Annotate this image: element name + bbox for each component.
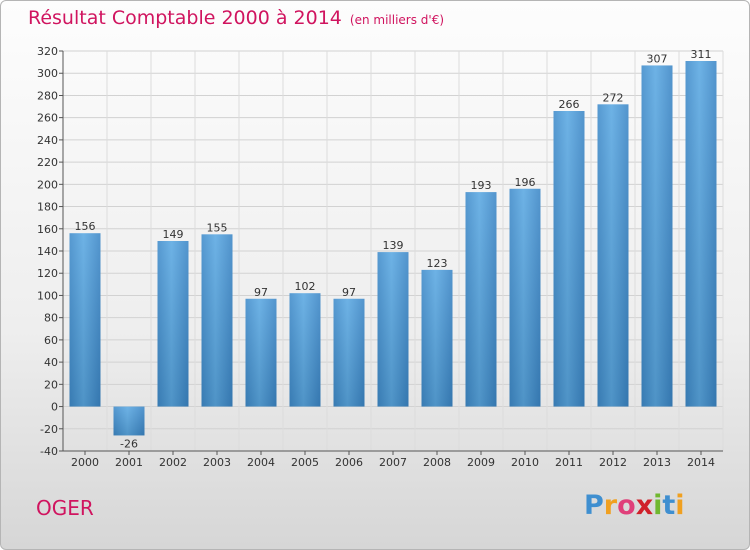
chart-title-text: Résultat Comptable 2000 à 2014: [28, 7, 342, 29]
bar-shade: [685, 61, 717, 407]
x-tick-label: 2006: [335, 456, 363, 469]
logo-letter: t: [662, 490, 676, 521]
data-label: 139: [383, 239, 404, 252]
x-tick-label: 2011: [555, 456, 583, 469]
y-tick-label: -40: [40, 445, 58, 458]
y-tick-label: 40: [44, 356, 58, 369]
y-tick-label: 60: [44, 334, 58, 347]
logo-letter: o: [617, 490, 636, 521]
bar-shade: [553, 111, 585, 407]
x-tick-label: 2009: [467, 456, 495, 469]
y-tick-label: 240: [37, 134, 58, 147]
y-tick-label: 300: [37, 67, 58, 80]
x-tick-label: 2012: [599, 456, 627, 469]
bar-shade: [641, 65, 673, 407]
bar-shade: [157, 241, 189, 407]
y-tick-label: 280: [37, 89, 58, 102]
bar-shade: [377, 252, 409, 407]
y-tick-label: -20: [40, 423, 58, 436]
commune-name: OGER: [36, 496, 94, 520]
y-tick-label: 260: [37, 112, 58, 125]
x-tick-label: 2008: [423, 456, 451, 469]
y-tick-label: 320: [37, 45, 58, 58]
y-tick-label: 200: [37, 178, 58, 191]
y-tick-label: 160: [37, 223, 58, 236]
x-tick-label: 2004: [247, 456, 275, 469]
logo-letter: P: [584, 490, 604, 521]
data-label: 149: [163, 228, 184, 241]
bar-shade: [421, 269, 453, 407]
x-tick-label: 2007: [379, 456, 407, 469]
bar-shade: [201, 234, 233, 407]
data-label: 123: [427, 257, 448, 270]
data-label: 102: [295, 280, 316, 293]
y-tick-label: 100: [37, 289, 58, 302]
x-tick-label: 2013: [643, 456, 671, 469]
bar-shade: [245, 298, 277, 407]
logo-letter: i: [653, 490, 663, 521]
bar-shade: [69, 233, 101, 407]
data-label: 193: [471, 179, 492, 192]
bar-shade: [465, 192, 497, 407]
data-label: 311: [691, 48, 712, 61]
x-tick-label: 2014: [687, 456, 715, 469]
data-label: 155: [207, 221, 228, 234]
bar-shade: [113, 406, 145, 436]
x-tick-label: 2005: [291, 456, 319, 469]
data-label: 97: [254, 286, 268, 299]
x-tick-label: 2002: [159, 456, 187, 469]
y-tick-label: 80: [44, 312, 58, 325]
bar-shade: [509, 188, 541, 407]
bar-shade: [289, 293, 321, 407]
data-label: 196: [515, 176, 536, 189]
y-tick-label: 0: [51, 401, 58, 414]
axis-layer: -40 -20 0 20 40 60 80 100 120 140 160 180 200 220 240 2…: [37, 45, 723, 469]
y-tick-label: 180: [37, 201, 58, 214]
y-tick-label: 140: [37, 245, 58, 258]
logo-letter: x: [635, 490, 654, 521]
data-label: 307: [647, 52, 668, 65]
logo-letter: r: [603, 490, 618, 521]
chart-unit-label: (en milliers d'€): [349, 13, 445, 27]
x-tick-label: 2010: [511, 456, 539, 469]
x-tick-label: 2003: [203, 456, 231, 469]
y-tick-label: 220: [37, 156, 58, 169]
data-label: 156: [75, 220, 96, 233]
data-label: 272: [603, 91, 624, 104]
y-tick-label: 20: [44, 378, 58, 391]
proxiti-logo: Proxiti: [584, 490, 685, 521]
data-label: 97: [342, 286, 356, 299]
y-tick-label: 120: [37, 267, 58, 280]
data-label: 266: [559, 98, 580, 111]
bar-shade: [333, 298, 365, 407]
x-tick-label: 2001: [115, 456, 143, 469]
bar-shade: [597, 104, 629, 407]
logo-letter: i: [675, 490, 685, 521]
chart-title: Résultat Comptable 2000 à 2014 (en millie…: [28, 7, 444, 29]
label-layer: 156 -26 149 155 97 102 97 139 123 193 196 266 272 307…: [75, 48, 712, 450]
x-tick-label: 2000: [71, 456, 99, 469]
bar-layer: [69, 61, 717, 436]
data-label: -26: [120, 437, 138, 450]
